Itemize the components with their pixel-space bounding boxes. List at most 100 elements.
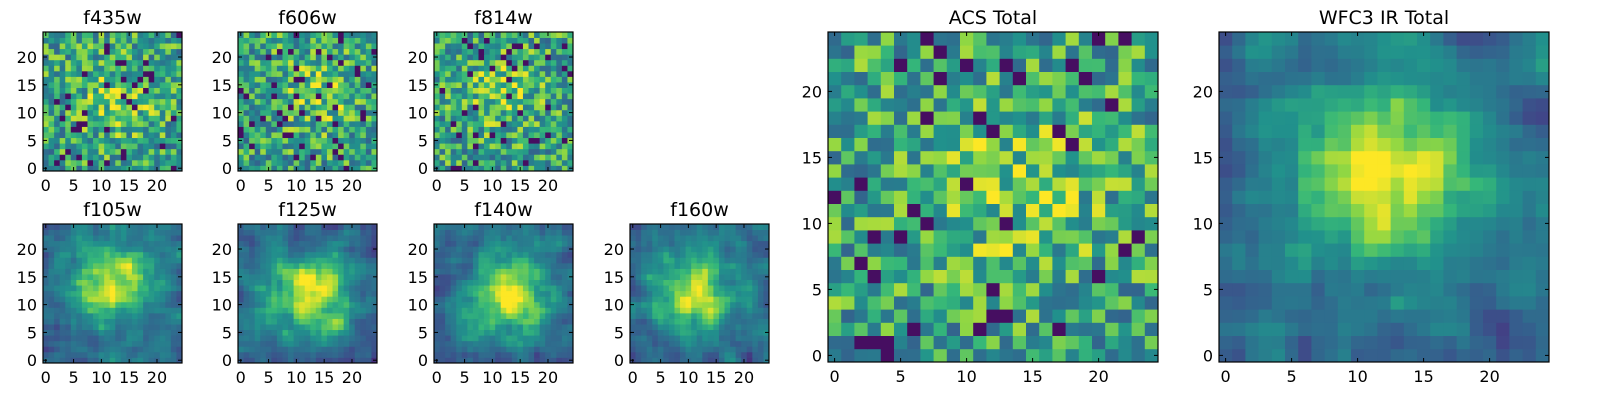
heatmap-cell — [365, 346, 372, 353]
heatmap-cell — [254, 165, 261, 172]
heatmap-cell — [271, 54, 278, 61]
heatmap-cell — [646, 329, 653, 336]
heatmap-cell — [500, 246, 507, 253]
heatmap-cell — [652, 335, 659, 342]
heatmap-cell — [115, 76, 122, 83]
heatmap-cell — [500, 324, 507, 331]
heatmap-cell — [1092, 296, 1106, 310]
heatmap-cell — [550, 87, 557, 94]
heatmap-cell — [299, 104, 306, 111]
heatmap-cell — [550, 251, 557, 258]
heatmap-cell — [87, 148, 94, 155]
heatmap-cell — [338, 340, 345, 347]
heatmap-cell — [550, 137, 557, 144]
heatmap-cell — [338, 324, 345, 331]
heatmap-cell — [545, 329, 552, 336]
heatmap-cell — [321, 93, 328, 100]
heatmap-cell — [907, 282, 921, 297]
heatmap-cell — [170, 235, 177, 242]
heatmap-cell — [299, 312, 306, 319]
heatmap-cell — [539, 48, 546, 55]
heatmap-cell — [472, 279, 479, 286]
heatmap-cell — [321, 132, 328, 139]
heatmap-cell — [238, 235, 244, 242]
heatmap-cell — [489, 301, 496, 308]
heatmap-cell — [109, 126, 116, 133]
heatmap-cell — [920, 243, 934, 257]
heatmap-cell — [338, 159, 345, 166]
heatmap-cell — [630, 285, 636, 292]
heatmap-cell — [120, 340, 127, 347]
heatmap-cell — [115, 120, 122, 127]
heatmap-cell — [735, 251, 742, 258]
heatmap-cell — [332, 98, 339, 105]
heatmap-cell — [567, 346, 574, 353]
heatmap-cell — [999, 190, 1014, 204]
heatmap-cell — [254, 87, 261, 94]
heatmap-cell — [1052, 335, 1066, 350]
heatmap-cell — [338, 76, 345, 83]
heatmap-cell — [657, 229, 664, 236]
heatmap-cell — [120, 240, 127, 247]
heatmap-cell — [534, 279, 541, 286]
heatmap-cell — [641, 279, 648, 286]
heatmap-cell — [894, 282, 908, 297]
heatmap-cell — [478, 285, 485, 292]
heatmap-cell — [131, 32, 138, 38]
heatmap-cell — [338, 104, 345, 111]
heatmap-cell — [757, 229, 764, 236]
heatmap-cell — [365, 290, 372, 297]
heatmap-cell — [641, 351, 648, 358]
heatmap-cell — [131, 318, 138, 325]
heatmap-cell — [165, 307, 172, 314]
heatmap-cell — [109, 285, 116, 292]
heatmap-cell — [702, 329, 709, 336]
heatmap-cell — [696, 301, 703, 308]
heatmap-cell — [545, 301, 552, 308]
heatmap-cell — [299, 357, 306, 364]
heatmap-cell — [238, 159, 244, 166]
heatmap-cell — [1012, 230, 1027, 244]
heatmap-cell — [511, 120, 518, 127]
heatmap-cell — [445, 251, 452, 258]
heatmap-cell — [326, 235, 333, 242]
heatmap-cell — [841, 177, 855, 191]
heatmap-cell — [332, 257, 339, 264]
heatmap-cell — [59, 37, 66, 44]
heatmap-cell — [282, 109, 289, 116]
heatmap-cell — [539, 143, 546, 150]
heatmap-cell — [120, 346, 127, 353]
heatmap-cell — [489, 109, 496, 116]
heatmap-cell — [506, 109, 513, 116]
heatmap-cell — [986, 243, 1000, 257]
heatmap-cell — [93, 268, 99, 275]
heatmap-cell — [299, 109, 306, 116]
heatmap-cell — [154, 351, 161, 358]
heatmap-cell — [148, 37, 155, 44]
heatmap-cell — [238, 48, 244, 55]
heatmap-cell — [545, 148, 552, 155]
heatmap-cell — [137, 104, 144, 111]
heatmap-cell — [354, 251, 361, 258]
heatmap-cell — [434, 340, 440, 347]
heatmap-cell — [338, 98, 345, 105]
heatmap-cell — [65, 165, 72, 172]
heatmap-cell — [1144, 216, 1159, 231]
heatmap-cell — [1078, 203, 1093, 218]
heatmap-cell — [109, 159, 116, 166]
heatmap-cell — [450, 240, 457, 247]
heatmap-cell — [260, 335, 267, 342]
heatmap-cell — [310, 301, 317, 308]
heatmap-cell — [539, 285, 546, 292]
heatmap-cell — [439, 137, 446, 144]
heatmap-cell — [310, 32, 317, 38]
heatmap-cell — [104, 43, 111, 50]
heatmap-cell — [343, 32, 350, 38]
heatmap-cell — [506, 262, 513, 269]
heatmap-cell — [343, 54, 350, 61]
heatmap-cell — [54, 126, 61, 133]
heatmap-cell — [93, 93, 99, 100]
heatmap-cell — [707, 274, 714, 280]
heatmap-cell — [276, 301, 283, 308]
